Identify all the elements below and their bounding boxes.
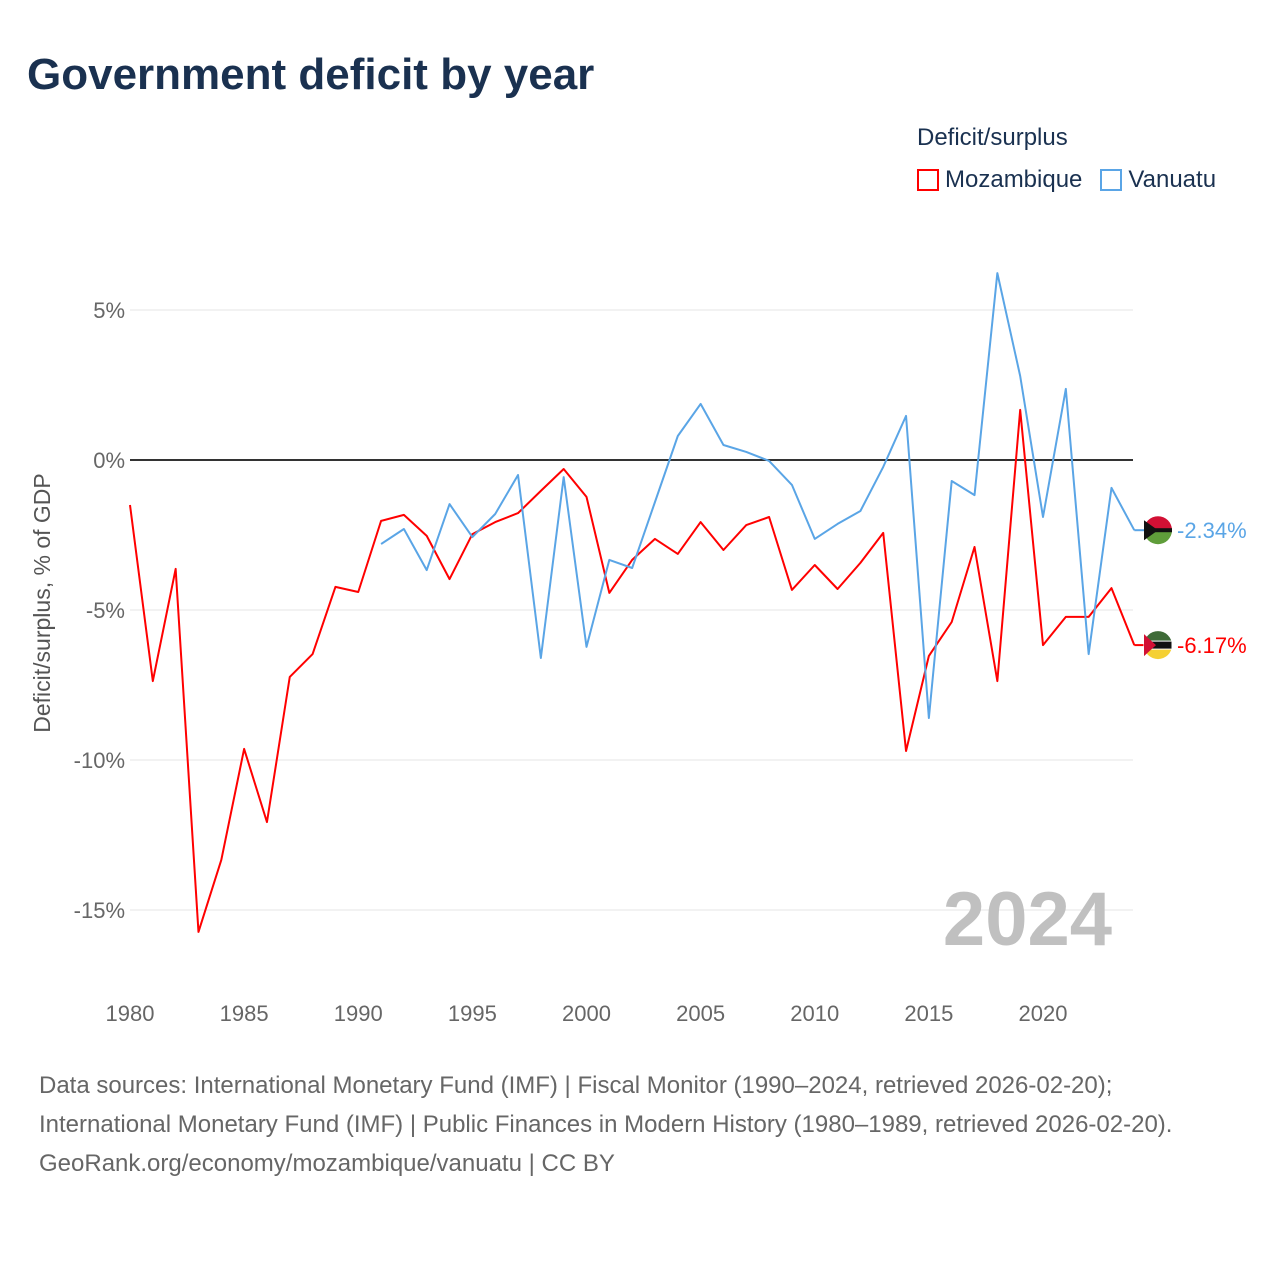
series-line-vanuatu	[380, 272, 1136, 719]
credit-link[interactable]: GeoRank.org/economy/mozambique/vanuatu |…	[39, 1150, 615, 1177]
flag-triangle	[1144, 520, 1158, 541]
y-tick-label: 5%	[93, 298, 125, 323]
end-value-label: -6.17%	[1177, 633, 1247, 658]
footer: Data sources: International Monetary Fun…	[39, 1066, 1239, 1183]
legend-swatch-vanuatu	[1100, 169, 1123, 191]
y-tick-label: -10%	[74, 748, 125, 773]
x-tick-label: 2005	[676, 1001, 725, 1026]
data-sources: Data sources: International Monetary Fun…	[39, 1072, 1173, 1138]
x-tick-label: 1990	[334, 1001, 383, 1026]
vanuatu-flag-icon	[1144, 516, 1172, 545]
x-tick-label: 2015	[904, 1001, 953, 1026]
flag-triangle	[1144, 634, 1156, 657]
legend: Mozambique Vanuatu	[917, 166, 1216, 194]
x-tick-label: 2010	[790, 1001, 839, 1026]
legend-label: Mozambique	[945, 166, 1083, 193]
y-tick-label: 0%	[93, 448, 125, 473]
series-line-mozambique	[129, 408, 1136, 933]
x-tick-label: 1985	[220, 1001, 269, 1026]
y-tick-label: -15%	[74, 898, 125, 923]
legend-title: Deficit/surplus	[917, 124, 1068, 151]
y-axis-label: Deficit/surplus, % of GDP	[29, 473, 55, 732]
legend-item-vanuatu[interactable]: Vanuatu	[1100, 166, 1216, 194]
line-chart: 5% 0% -5% -10% -15% 1980 1985 1990 1995 2000 2005 2…	[29, 272, 1247, 1026]
x-tick-label: 1995	[448, 1001, 497, 1026]
x-tick-label: 2000	[562, 1001, 611, 1026]
legend-item-mozambique[interactable]: Mozambique	[917, 166, 1082, 194]
x-tick-label: 2020	[1019, 1001, 1068, 1026]
end-value-label: -2.34%	[1177, 518, 1247, 543]
mozambique-flag-icon	[1143, 631, 1173, 660]
y-tick-label: -5%	[86, 598, 125, 623]
legend-swatch-mozambique	[917, 169, 939, 191]
chart-title: Government deficit by year	[27, 50, 595, 99]
legend-label: Vanuatu	[1128, 166, 1217, 193]
x-tick-label: 1980	[106, 1001, 155, 1026]
year-watermark: 2024	[943, 877, 1112, 962]
